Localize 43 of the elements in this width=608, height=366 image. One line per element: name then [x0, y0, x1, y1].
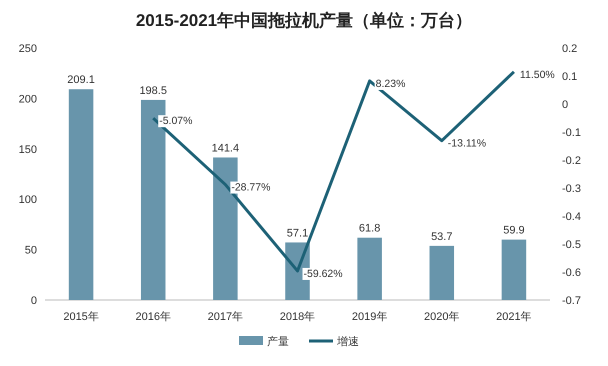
data-label: 57.1 — [286, 227, 308, 240]
data-label: 198.5 — [139, 84, 167, 97]
y2-tick-label: -0.1 — [562, 127, 581, 139]
y2-tick-label: -0.7 — [562, 295, 581, 307]
data-label: -28.77% — [231, 182, 270, 194]
x-tick-label: 2016年 — [135, 311, 171, 323]
y2-tick-label: 0 — [562, 99, 568, 111]
x-tick-label: 2020年 — [424, 311, 460, 323]
data-label: 11.50% — [520, 68, 555, 81]
x-tick-label: 2015年 — [63, 311, 99, 323]
data-label: -5.07% — [159, 115, 192, 128]
y2-tick-label: -0.2 — [562, 155, 581, 167]
bar — [430, 246, 454, 300]
data-label: 59.9 — [503, 224, 525, 237]
data-label: -59.62% — [304, 268, 343, 280]
x-tick-label: 2018年 — [280, 311, 316, 323]
y2-tick-label: -0.5 — [562, 239, 581, 251]
data-label: 61.8 — [358, 222, 380, 235]
y-tick-label: 100 — [18, 194, 37, 206]
y-tick-label: 200 — [18, 93, 37, 106]
x-tick-label: 2019年 — [352, 311, 388, 323]
data-label: -13.11% — [448, 138, 486, 150]
bar — [68, 89, 94, 300]
bar — [357, 238, 382, 300]
y2-tick-label: -0.6 — [562, 267, 581, 279]
y-tick-label: 250 — [18, 43, 37, 55]
data-label: 53.7 — [431, 230, 452, 243]
y-tick-label: 50 — [24, 244, 37, 257]
data-label: 209.1 — [67, 74, 95, 86]
y-tick-label: 150 — [18, 144, 37, 156]
y2-tick-label: 0.2 — [562, 43, 578, 55]
legend-label: 增速 — [336, 335, 359, 348]
y2-tick-label: 0.1 — [562, 71, 578, 83]
data-label: 8.23% — [376, 78, 406, 90]
chart-title: 2015-2021年中国拖拉机产量（单位：万台） — [136, 11, 472, 30]
x-tick-label: 2021年 — [496, 311, 532, 323]
bar — [502, 240, 526, 300]
data-label: 141.4 — [212, 142, 240, 154]
y-tick-label: 0 — [30, 295, 37, 307]
legend-label: 产量 — [267, 335, 289, 348]
y2-tick-label: -0.3 — [562, 183, 581, 195]
y2-tick-label: -0.4 — [562, 211, 581, 223]
x-tick-label: 2017年 — [208, 311, 244, 323]
